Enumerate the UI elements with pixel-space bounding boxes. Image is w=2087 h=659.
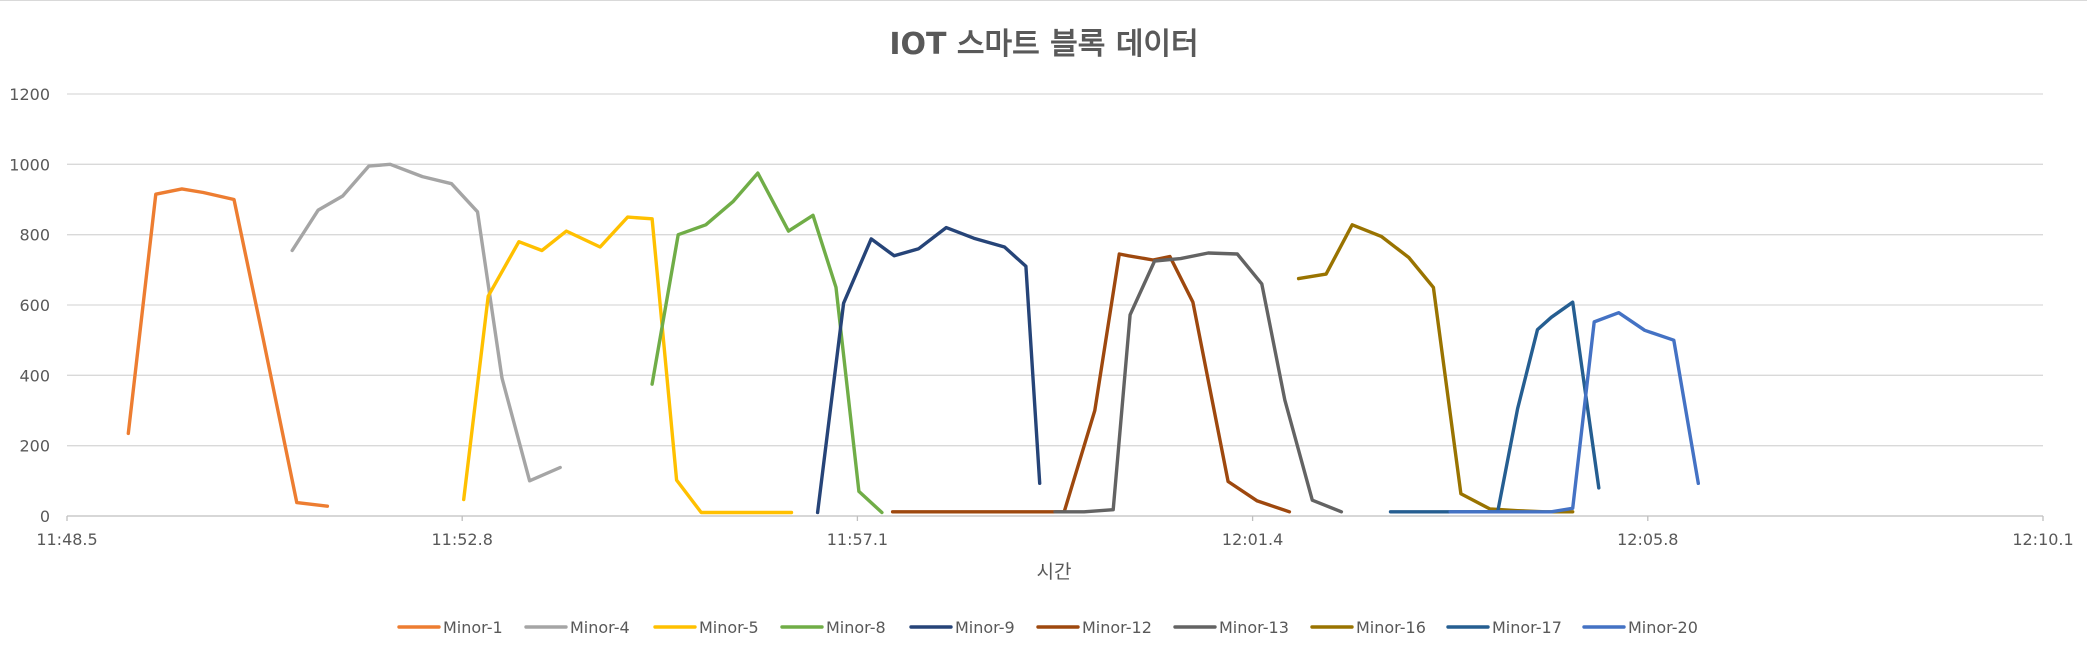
legend-label: Minor-20 [1628,618,1698,637]
x-tick-label: 11:57.1 [827,530,888,549]
y-axis-ticks: 0 200 400 600 800 1000 1200 [9,85,50,526]
x-tick-label: 12:05.8 [1617,530,1678,549]
gridlines [67,93,2043,517]
x-tick-label: 11:48.5 [36,530,97,549]
series-lines [126,162,1701,515]
series-line-minor-4 [290,162,562,483]
x-tick-label: 12:01.4 [1222,530,1283,549]
series-line-minor-12 [890,252,1292,514]
legend-item: Minor-20 [1582,618,1698,637]
x-axis-ticks: 11:48.5 11:52.8 11:57.1 12:01.4 12:05.8 12:10… [36,516,2074,549]
legend-item: Minor-13 [1173,618,1289,637]
legend-label: Minor-1 [443,618,503,637]
y-tick-label: 1200 [9,85,50,104]
y-tick-label: 200 [19,437,50,456]
series-line-minor-9 [815,225,1042,515]
x-tick-label: 12:10.1 [2012,530,2073,549]
legend-item: Minor-9 [909,618,1015,637]
series-line-minor-13 [1053,251,1344,514]
y-tick-label: 1000 [9,155,50,174]
legend-label: Minor-4 [570,618,630,637]
chart-title: IOT 스마트 블록 데이터 [889,27,1198,62]
legend-item: Minor-17 [1446,618,1562,637]
y-tick-label: 0 [40,507,50,526]
legend-item: Minor-1 [397,618,503,637]
x-tick-label: 11:52.8 [432,530,493,549]
legend-label: Minor-8 [826,618,886,637]
legend-label: Minor-17 [1492,618,1562,637]
y-tick-label: 600 [19,296,50,315]
legend-item: Minor-5 [653,618,759,637]
legend-label: Minor-13 [1219,618,1289,637]
series-line-minor-1 [126,187,330,508]
legend-label: Minor-12 [1082,618,1152,637]
series-line-minor-17 [1388,300,1601,514]
legend-item: Minor-8 [780,618,886,637]
legend-item: Minor-4 [524,618,630,637]
legend-label: Minor-5 [699,618,759,637]
series-line-minor-5 [462,215,794,515]
legend: Minor-1 Minor-4 Minor-5 Minor-8 Minor-9 Minor… [397,618,1698,637]
series-line-minor-8 [650,171,884,515]
legend-label: Minor-16 [1356,618,1426,637]
legend-item: Minor-12 [1036,618,1152,637]
legend-item: Minor-16 [1310,618,1426,637]
x-axis-title: 시간 [1037,561,1072,583]
series-line-minor-20 [1448,311,1701,514]
y-tick-label: 400 [19,366,50,385]
legend-label: Minor-9 [955,618,1015,637]
y-tick-label: 800 [19,226,50,245]
